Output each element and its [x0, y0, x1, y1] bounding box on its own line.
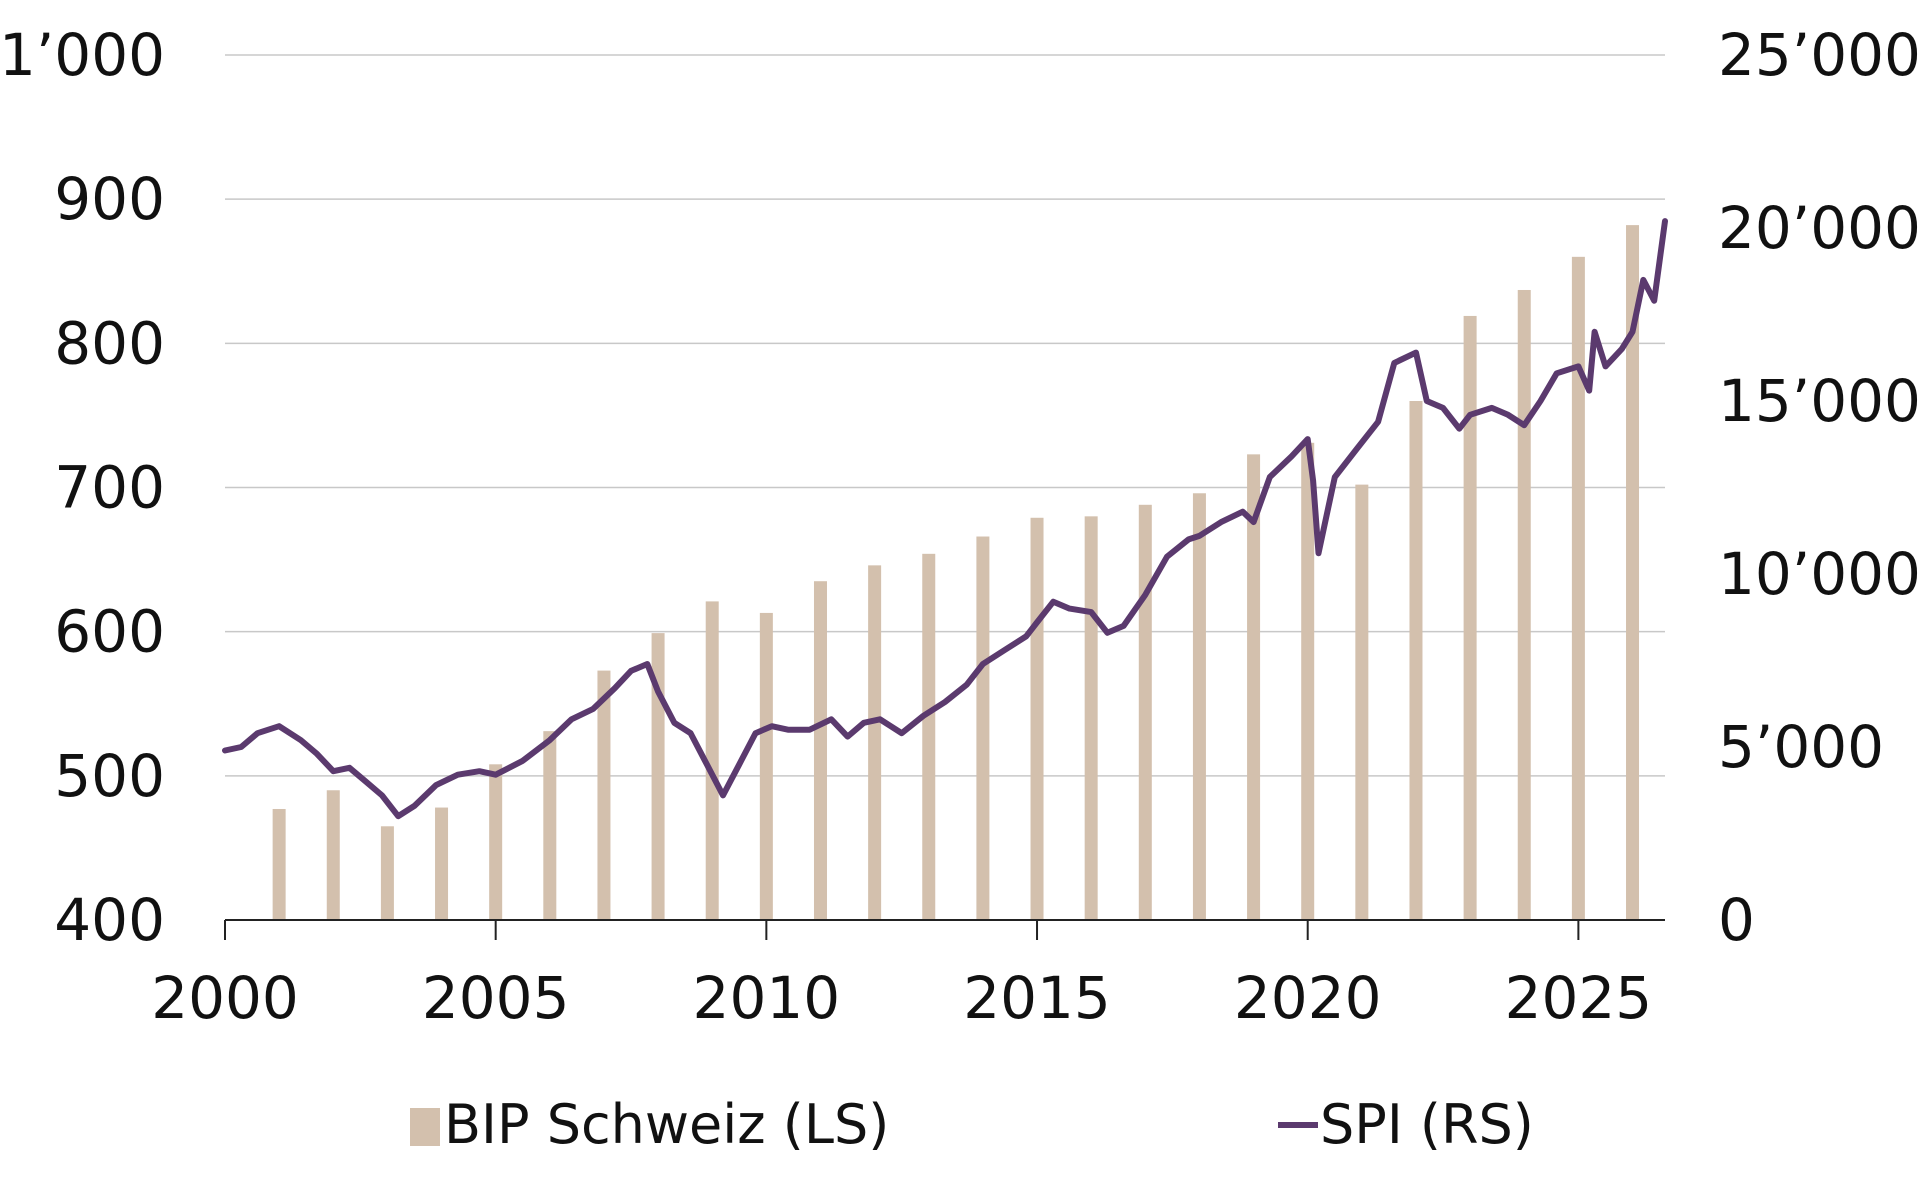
bar [489, 764, 503, 920]
x-tick-label: 2005 [422, 964, 570, 1032]
bar-series-bip [272, 225, 1640, 921]
axes [224, 919, 1665, 940]
bar [1084, 516, 1098, 920]
right-tick-label: 15’000 [1718, 367, 1920, 435]
line-series-spi [222, 218, 1668, 820]
legend: BIP Schweiz (LS) SPI (RS) [410, 1093, 1534, 1156]
bar [1571, 256, 1585, 920]
left-tick-label: 600 [54, 598, 165, 666]
bar [380, 826, 394, 920]
left-tick-label: 700 [54, 454, 165, 522]
bar [1463, 315, 1477, 921]
bar [813, 581, 827, 920]
bar [922, 553, 936, 920]
bar [326, 790, 340, 920]
bar [1517, 289, 1531, 920]
bar [1247, 454, 1261, 920]
bar [868, 565, 882, 920]
bar [705, 601, 719, 920]
left-tick-label: 800 [54, 309, 165, 377]
x-axis-ticks: 2000 2005 2010 2015 2020 2025 [151, 964, 1652, 1032]
bar [435, 807, 449, 920]
bar [597, 670, 611, 920]
left-axis-ticks: 400 500 600 700 800 900 1’000 [0, 21, 165, 954]
left-tick-label: 1’000 [0, 21, 165, 89]
bar [1138, 504, 1152, 920]
legend-swatch-spi [1278, 1122, 1318, 1128]
right-tick-label: 10’000 [1718, 540, 1920, 608]
bar [1301, 442, 1315, 920]
right-tick-label: 0 [1718, 886, 1755, 954]
bar [1409, 401, 1423, 920]
right-axis-ticks: 0 5’000 10’000 15’000 20’000 25’000 [1718, 21, 1920, 954]
left-tick-label: 400 [54, 886, 165, 954]
right-tick-label: 25’000 [1718, 21, 1920, 89]
x-tick-label: 2020 [1234, 964, 1382, 1032]
legend-label-spi: SPI (RS) [1320, 1093, 1534, 1156]
x-tick-label: 2025 [1505, 964, 1653, 1032]
left-tick-label: 500 [54, 742, 165, 810]
bar [651, 633, 665, 920]
legend-swatch-bip [410, 1108, 440, 1146]
x-tick-label: 2015 [963, 964, 1111, 1032]
x-tick-label: 2010 [693, 964, 841, 1032]
bar [1626, 225, 1640, 920]
spi-line [222, 218, 1668, 820]
bar [272, 808, 286, 920]
right-tick-label: 5’000 [1718, 713, 1884, 781]
bar [1030, 517, 1044, 920]
gridlines [225, 54, 1665, 777]
x-tick-label: 2000 [151, 964, 299, 1032]
left-tick-label: 900 [54, 165, 165, 233]
bar [1192, 493, 1206, 920]
legend-label-bip: BIP Schweiz (LS) [444, 1093, 889, 1156]
right-tick-label: 20’000 [1718, 194, 1920, 262]
bar [759, 612, 773, 920]
bar [543, 731, 557, 920]
bar [976, 536, 990, 920]
bar [1355, 484, 1369, 920]
